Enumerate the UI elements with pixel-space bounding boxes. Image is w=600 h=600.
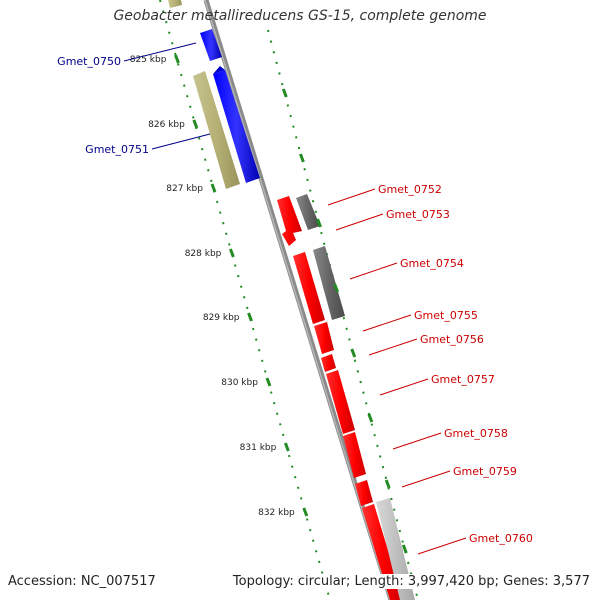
outer-track-tick xyxy=(281,88,288,98)
gene-gmet-0756-shape[interactable] xyxy=(321,354,336,372)
ruler-tick xyxy=(265,377,272,387)
genome-summary-text: Topology: circular; Length: 3,997,420 bp… xyxy=(232,574,590,589)
ruler-tick xyxy=(247,312,253,322)
gene-label-gmet-0752[interactable]: Gmet_0752 xyxy=(378,183,442,196)
ruler-tick-label: 830 kbp xyxy=(221,378,258,388)
ruler-tick-label: 826 kbp xyxy=(148,120,185,130)
gene-gmet-0751-shape[interactable] xyxy=(213,66,260,183)
gene-olive-mid-shape[interactable] xyxy=(193,71,240,189)
outer-track-tick xyxy=(384,479,391,489)
gene-label-gmet-0756[interactable]: Gmet_0756 xyxy=(420,333,484,346)
ruler-tick-label: 832 kbp xyxy=(258,508,295,518)
gene-gmet-0753-shape[interactable] xyxy=(296,194,320,230)
ruler-tick-label: 829 kbp xyxy=(203,313,240,323)
gene-label-gmet-0755[interactable]: Gmet_0755 xyxy=(414,309,478,322)
gene-leader-line xyxy=(335,213,384,231)
gene-leader-line xyxy=(151,133,211,150)
gene-olive-top-shape[interactable] xyxy=(168,0,182,8)
gene-label-gmet-0759[interactable]: Gmet_0759 xyxy=(453,465,517,478)
gene-leader-line xyxy=(379,378,429,396)
gene-gmet-0752-shape[interactable] xyxy=(277,196,302,246)
gene-label-gmet-0751[interactable]: Gmet_0751 xyxy=(85,143,149,156)
outer-track-tick xyxy=(367,413,374,423)
ruler-tick xyxy=(302,507,309,517)
ruler-tick xyxy=(192,119,199,129)
gene-label-gmet-0753[interactable]: Gmet_0753 xyxy=(386,208,450,221)
ruler-tick xyxy=(283,442,290,452)
genome-title: Geobacter metallireducens GS-15, complet… xyxy=(113,8,487,24)
gene-label-leaders: Gmet_0750 Gmet_0751 Gmet_0752 Gmet_0753 Gmet… xyxy=(57,42,533,555)
gene-leader-line xyxy=(417,537,467,555)
ruler-tick-label: 828 kbp xyxy=(185,249,222,259)
gene-leader-line xyxy=(123,42,197,62)
gene-gmet-0758-shape[interactable] xyxy=(343,432,366,478)
gene-leader-line xyxy=(362,314,412,332)
ruler-tick xyxy=(228,248,235,258)
outer-track-tick xyxy=(299,153,305,163)
gene-leader-line xyxy=(349,262,398,280)
gene-leader-line xyxy=(401,470,451,488)
gene-leader-line xyxy=(368,338,418,356)
gene-label-gmet-0760[interactable]: Gmet_0760 xyxy=(469,532,533,545)
ruler-tick-label: 831 kbp xyxy=(240,443,277,453)
gene-label-gmet-0750[interactable]: Gmet_0750 xyxy=(57,55,121,68)
ruler-tick xyxy=(210,183,217,193)
gene-gmet-0750-shape[interactable] xyxy=(200,29,222,61)
gene-label-gmet-0758[interactable]: Gmet_0758 xyxy=(444,427,508,440)
ruler-tick xyxy=(174,54,180,64)
outer-track-tick xyxy=(350,348,357,358)
ruler: 825 kbp 826 kbp 827 kbp 828 kbp 829 kbp 830 k… xyxy=(130,54,408,554)
gene-leader-line xyxy=(392,432,442,450)
ruler-tick-label: 827 kbp xyxy=(166,184,203,194)
outer-track-tick xyxy=(333,283,340,293)
gene-gmet-0757-shape[interactable] xyxy=(326,370,355,434)
genome-backbone-highlight xyxy=(204,0,391,600)
gene-gmet-0755-shape[interactable] xyxy=(314,322,334,354)
gene-gmet-0759-shape[interactable] xyxy=(355,480,373,506)
gene-leader-line xyxy=(327,188,376,206)
accession-text: Accession: NC_007517 xyxy=(8,574,156,589)
gene-label-gmet-0757[interactable]: Gmet_0757 xyxy=(431,373,495,386)
outer-track-tick xyxy=(316,218,322,228)
outer-track-tick xyxy=(401,544,408,554)
gene-gmet-0754-shape[interactable] xyxy=(293,246,345,324)
gene-label-gmet-0754[interactable]: Gmet_0754 xyxy=(400,257,464,270)
ruler-tick-label: 825 kbp xyxy=(130,55,167,65)
